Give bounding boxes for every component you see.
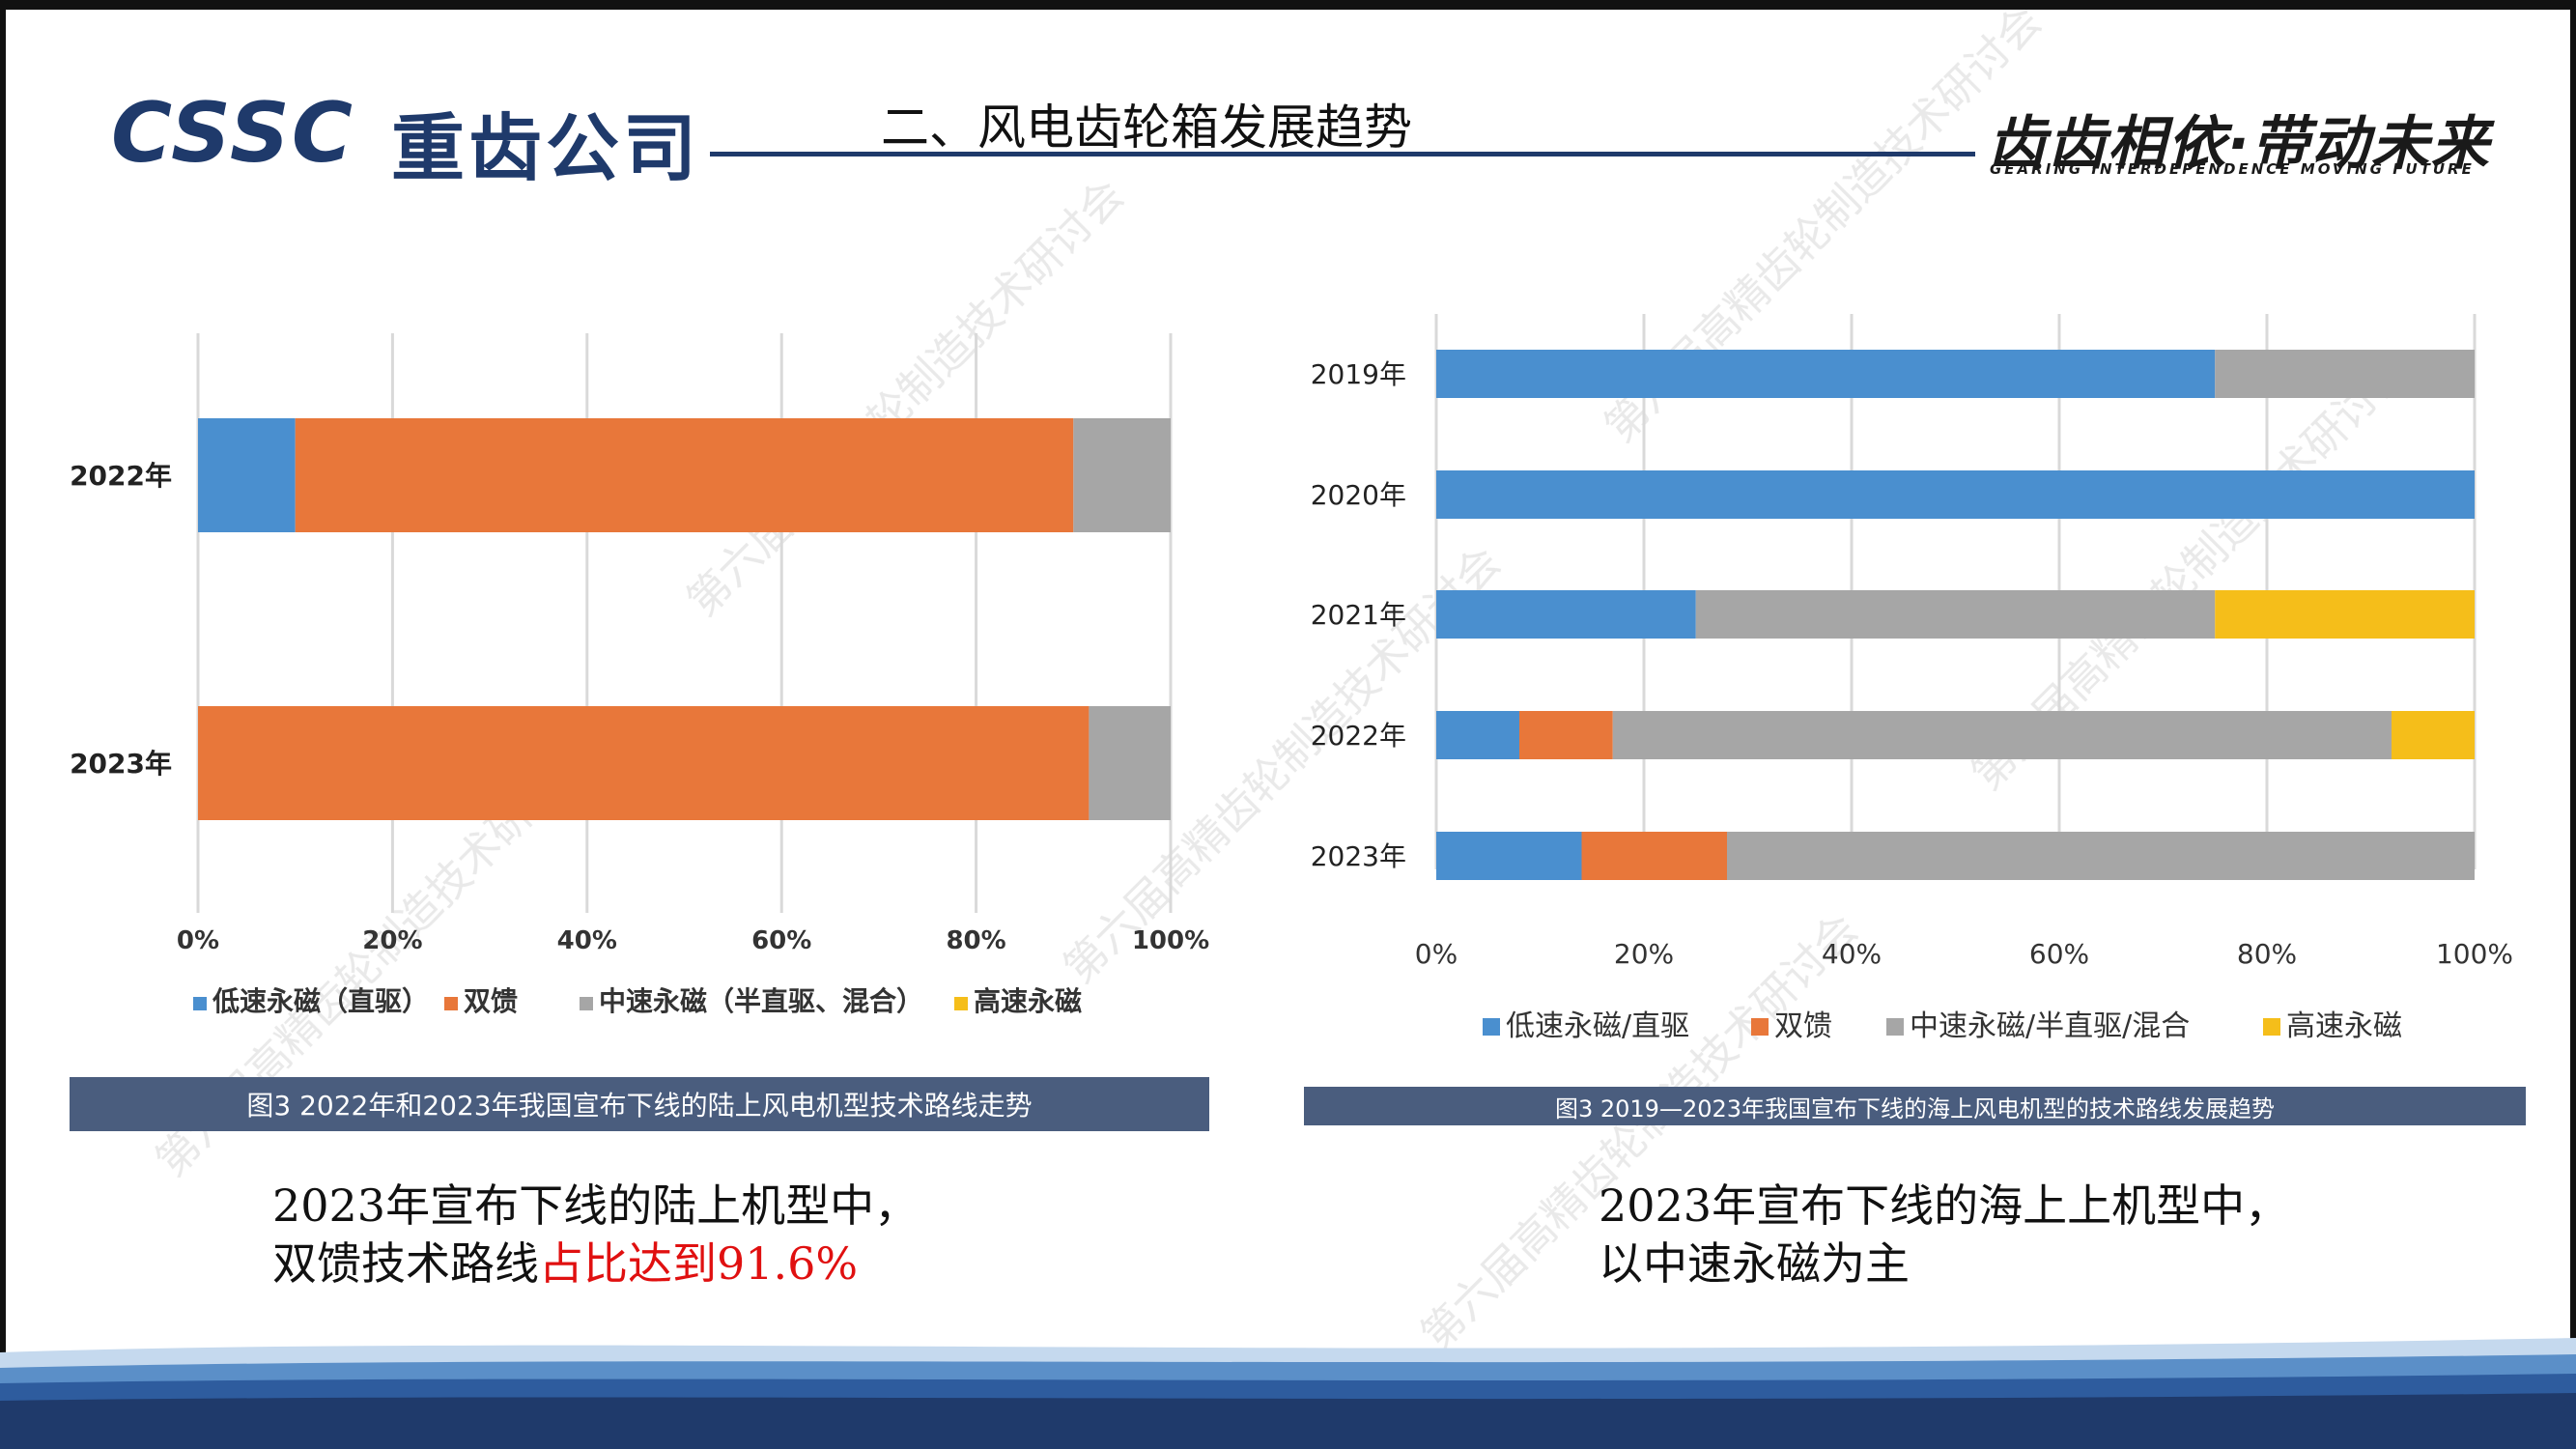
offshore-note-line2: 以中速永磁为主 bbox=[1599, 1237, 1910, 1290]
legend-label: 中速永磁（半直驱、混合） bbox=[599, 985, 923, 1017]
legend-label: 双馈 bbox=[464, 985, 518, 1017]
bar-segment bbox=[1727, 832, 2475, 880]
onshore-note-prefix: 双馈技术路线 bbox=[272, 1237, 539, 1290]
bar-segment bbox=[1436, 470, 2475, 519]
legend-swatch bbox=[954, 997, 968, 1010]
category-label: 2019年 bbox=[1311, 358, 1406, 390]
bar-segment bbox=[295, 418, 1074, 532]
legend-swatch bbox=[1886, 1018, 1904, 1036]
onshore-note: 2023年宣布下线的陆上机型中， 双馈技术路线占比达到91.6% bbox=[272, 1177, 919, 1293]
category-label: 2021年 bbox=[1311, 599, 1406, 631]
bar-segment bbox=[198, 418, 296, 532]
x-tick-label: 60% bbox=[2029, 938, 2089, 970]
legend-swatch bbox=[193, 997, 207, 1010]
bar-segment bbox=[1073, 418, 1171, 532]
legend-label: 低速永磁（直驱） bbox=[212, 985, 429, 1017]
legend-swatch bbox=[1483, 1018, 1500, 1036]
offshore-note-line1: 2023年宣布下线的海上上机型中， bbox=[1599, 1179, 2290, 1232]
legend-swatch bbox=[580, 997, 593, 1010]
bar-segment bbox=[2392, 711, 2475, 759]
legend-label: 中速永磁/半直驱/混合 bbox=[1910, 1009, 2190, 1043]
bar-segment bbox=[2215, 350, 2475, 398]
x-tick-label: 40% bbox=[557, 926, 617, 955]
legend-label: 低速永磁/直驱 bbox=[1506, 1009, 1689, 1043]
x-tick-label: 80% bbox=[2237, 938, 2297, 970]
bar-segment bbox=[1581, 832, 1727, 880]
page-title: 二、风电齿轮箱发展趋势 bbox=[881, 99, 1412, 156]
x-tick-label: 0% bbox=[177, 926, 219, 955]
legend-label: 双馈 bbox=[1774, 1009, 1832, 1043]
legend-label: 高速永磁 bbox=[2286, 1009, 2402, 1043]
bar-segment bbox=[1436, 832, 1582, 880]
bar-segment bbox=[1436, 711, 1519, 759]
category-label: 2022年 bbox=[1311, 720, 1406, 752]
x-tick-label: 0% bbox=[1415, 938, 1458, 970]
footer-waves bbox=[0, 1338, 2576, 1449]
bar-segment bbox=[1436, 590, 1696, 639]
bar-segment bbox=[1436, 350, 2216, 398]
x-tick-label: 80% bbox=[946, 926, 1005, 955]
bar-segment bbox=[198, 706, 1090, 820]
category-label: 2023年 bbox=[1311, 840, 1406, 872]
legend-swatch bbox=[2263, 1018, 2280, 1036]
onshore-note-line1: 2023年宣布下线的陆上机型中， bbox=[272, 1179, 920, 1232]
x-tick-label: 20% bbox=[1614, 938, 1674, 970]
onshore-note-line2: 双馈技术路线占比达到91.6% bbox=[272, 1235, 919, 1293]
legend-label: 高速永磁 bbox=[974, 985, 1082, 1017]
category-label: 2023年 bbox=[70, 748, 172, 780]
legend-swatch bbox=[444, 997, 458, 1010]
cssc-logo: CSSC bbox=[111, 85, 354, 182]
category-label: 2020年 bbox=[1311, 479, 1406, 511]
legend-swatch bbox=[1751, 1018, 1769, 1036]
bar-segment bbox=[2215, 590, 2475, 639]
x-tick-label: 100% bbox=[2436, 938, 2513, 970]
bar-segment bbox=[1519, 711, 1613, 759]
offshore-chart-caption: 图3 2019—2023年我国宣布下线的海上风电机型的技术路线发展趋势 bbox=[1304, 1087, 2526, 1125]
offshore-chart: 0% 20% 40% 60% 80% 100% 2019年 2020年 2021年 2022年 20… bbox=[1311, 314, 2513, 1043]
x-tick-label: 100% bbox=[1132, 926, 1209, 955]
bar-segment bbox=[1089, 706, 1171, 820]
bar-segment bbox=[1695, 590, 2216, 639]
onshore-chart-caption: 图3 2022年和2023年我国宣布下线的陆上风电机型技术路线走势 bbox=[70, 1077, 1209, 1131]
category-label: 2022年 bbox=[70, 460, 172, 492]
x-tick-label: 60% bbox=[751, 926, 811, 955]
x-tick-label: 40% bbox=[1822, 938, 1882, 970]
offshore-note: 2023年宣布下线的海上上机型中， 以中速永磁为主 bbox=[1599, 1177, 2289, 1293]
bar-segment bbox=[1612, 711, 2392, 759]
onshore-note-highlight: 占比达到91.6% bbox=[539, 1237, 859, 1290]
slogan-en: GEARING INTERDEPENDENCE MOVING FUTURE bbox=[1990, 160, 2475, 178]
title-underline bbox=[710, 152, 1975, 156]
x-tick-label: 20% bbox=[362, 926, 422, 955]
company-name: 重齿公司 bbox=[391, 105, 700, 191]
slogan-cn: 齿齿相依·带动未来 bbox=[1988, 110, 2491, 178]
